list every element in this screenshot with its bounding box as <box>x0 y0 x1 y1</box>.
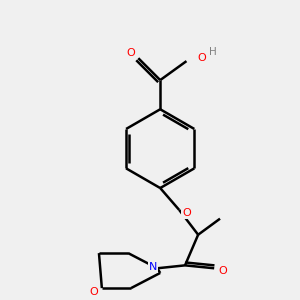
Text: O: O <box>182 208 191 218</box>
Text: O: O <box>219 266 227 276</box>
Text: H: H <box>209 47 217 57</box>
Text: O: O <box>197 52 206 63</box>
Text: N: N <box>148 262 157 272</box>
Text: O: O <box>127 48 135 58</box>
Text: O: O <box>89 286 98 297</box>
